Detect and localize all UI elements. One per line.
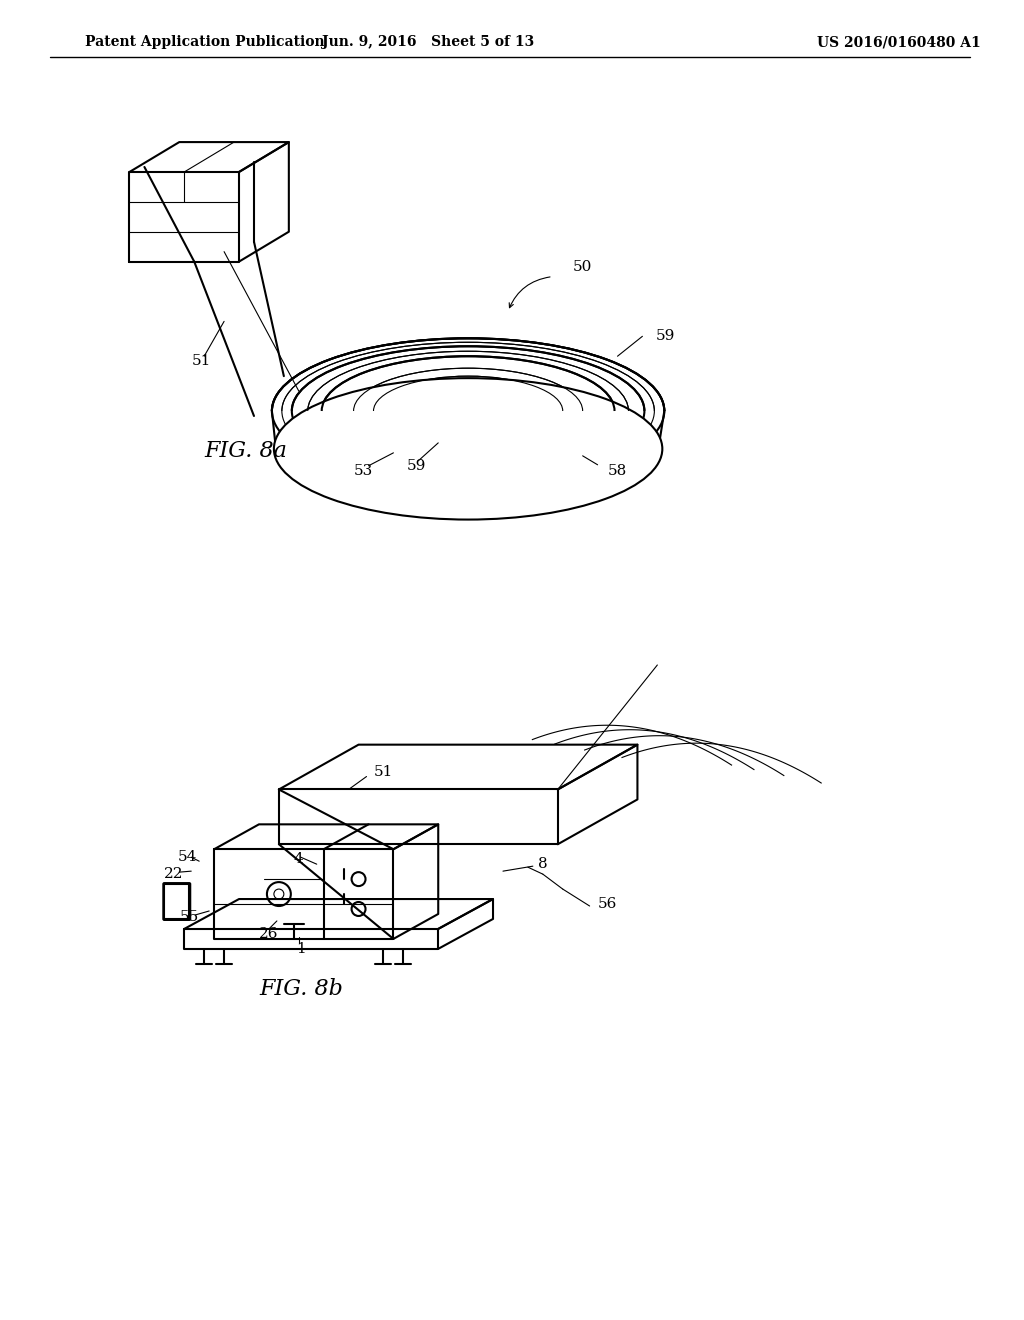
Text: 26: 26 — [259, 927, 279, 941]
Circle shape — [273, 890, 284, 899]
FancyBboxPatch shape — [164, 883, 190, 920]
Text: FIG. 8a: FIG. 8a — [204, 440, 287, 462]
Text: 1: 1 — [296, 942, 305, 956]
Text: 51: 51 — [374, 764, 393, 779]
Text: 59: 59 — [655, 329, 675, 343]
Text: 58: 58 — [607, 463, 627, 478]
Text: 8: 8 — [538, 857, 548, 871]
Text: 56: 56 — [598, 898, 617, 911]
Text: 53: 53 — [353, 463, 373, 478]
FancyArrowPatch shape — [509, 277, 550, 308]
Text: 22: 22 — [164, 867, 184, 882]
Text: 59: 59 — [407, 459, 426, 473]
Text: 55: 55 — [179, 909, 199, 924]
Text: 50: 50 — [572, 260, 592, 273]
Text: 51: 51 — [193, 354, 212, 368]
Text: FIG. 8b: FIG. 8b — [259, 978, 343, 999]
Text: Jun. 9, 2016   Sheet 5 of 13: Jun. 9, 2016 Sheet 5 of 13 — [323, 36, 535, 49]
Text: 4: 4 — [294, 853, 303, 866]
Text: US 2016/0160480 A1: US 2016/0160480 A1 — [817, 36, 980, 49]
Ellipse shape — [273, 378, 663, 520]
Text: 54: 54 — [177, 850, 197, 865]
Circle shape — [267, 882, 291, 906]
Text: Patent Application Publication: Patent Application Publication — [85, 36, 325, 49]
Circle shape — [351, 902, 366, 916]
Circle shape — [351, 873, 366, 886]
